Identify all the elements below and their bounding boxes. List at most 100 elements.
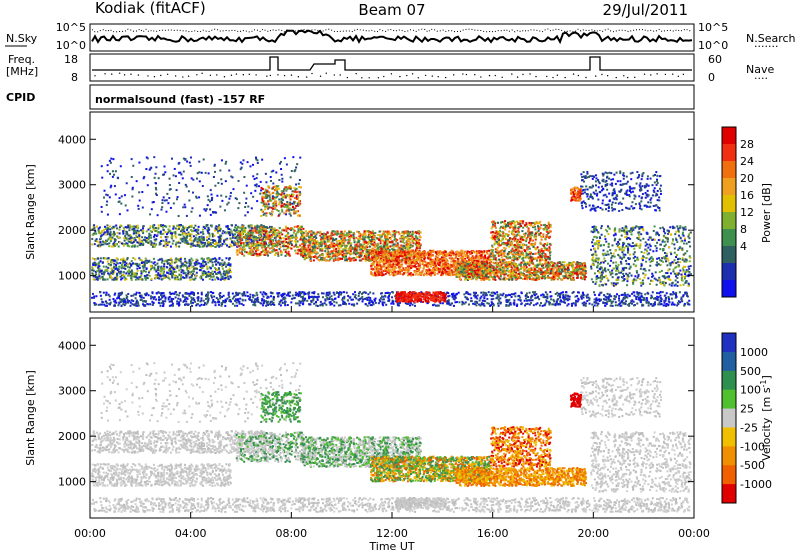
power-cell [289,185,292,188]
power-cell [359,234,362,237]
power-cell [104,257,107,260]
power-cell [154,227,157,230]
power-cell [285,230,288,233]
power-cell [159,242,162,245]
power-cell [200,257,203,260]
power-cell [542,294,545,297]
power-cell [107,228,110,231]
nave-tick-high: 60 [708,53,722,66]
power-cell [210,273,213,276]
power-cell [144,294,147,297]
power-cell [581,295,584,298]
power-cell [255,245,258,248]
power-cell [106,257,109,260]
nave-dot [656,73,658,75]
power-cell [467,303,470,306]
power-cell [291,297,294,300]
power-cell [235,251,238,254]
power-cell [118,232,121,235]
power-cell [240,166,243,169]
power-cell [111,270,114,273]
power-cell [598,293,601,296]
power-cell [125,294,128,297]
power-cell [388,248,391,251]
power-cell [252,237,255,240]
power-cell [265,238,268,241]
power-cell [292,156,295,159]
cpid-text: normalsound (fast) -157 RF [95,93,265,106]
power-cell [377,302,380,305]
power-cell [185,185,188,188]
power-cell [485,292,488,295]
power-cell [261,195,264,198]
power-cell [326,240,329,243]
power-cell [134,275,137,278]
power-cell [95,278,98,281]
power-cell [216,194,219,197]
power-cell [296,225,299,228]
power-cell [173,270,176,273]
power-cell [278,240,281,243]
power-cell [198,239,201,242]
power-cell [292,228,295,231]
power-cell [447,295,450,298]
power-cell [645,301,648,304]
power-cell [115,224,118,227]
power-cell [659,297,662,300]
power-cell [280,197,283,200]
power-cell [106,194,109,197]
power-cell [271,235,274,238]
power-cell [684,291,687,294]
power-cell [158,292,161,295]
power-cell [256,229,259,232]
power-cell [326,298,329,301]
power-cell [115,272,118,275]
power-cell [321,302,324,305]
power-cell [316,251,319,254]
power-cell [149,213,152,216]
power-cell [115,301,118,304]
power-cell [310,300,313,303]
power-cell [140,294,143,297]
power-cell [196,303,199,306]
power-cell [553,300,556,303]
power-cell [562,296,565,299]
power-cell [142,177,145,180]
power-cell [91,269,94,272]
power-cell [109,270,112,273]
power-cell [245,244,248,247]
power-cell [188,276,191,279]
power-cell [273,201,276,204]
power-cell [206,228,209,231]
power-cell [604,295,607,298]
power-cell [381,298,384,301]
power-cell [220,234,223,237]
power-cell [215,225,218,228]
power-cell [230,241,233,244]
power-cell [384,238,387,241]
power-cell [221,277,224,280]
power-cell [91,237,94,240]
power-cell [298,294,301,297]
power-cell [172,266,175,269]
power-cell [176,224,179,227]
power-cell [150,243,153,246]
power-cell [230,230,233,233]
power-cell [122,232,125,235]
power-cell [179,242,182,245]
power-cell [283,205,286,208]
power-cell [288,243,291,246]
nave-dot [196,74,198,76]
power-cell [180,228,183,231]
power-cell [191,269,194,272]
power-cell [239,244,242,247]
nave-tick-low: 0 [708,71,715,84]
power-cell [350,247,353,250]
power-cell [667,303,670,306]
power-cell [176,265,179,268]
power-cell [627,303,630,306]
power-cell [466,291,469,294]
power-cell [222,263,225,266]
power-cell [264,231,267,234]
power-cell [160,269,163,272]
